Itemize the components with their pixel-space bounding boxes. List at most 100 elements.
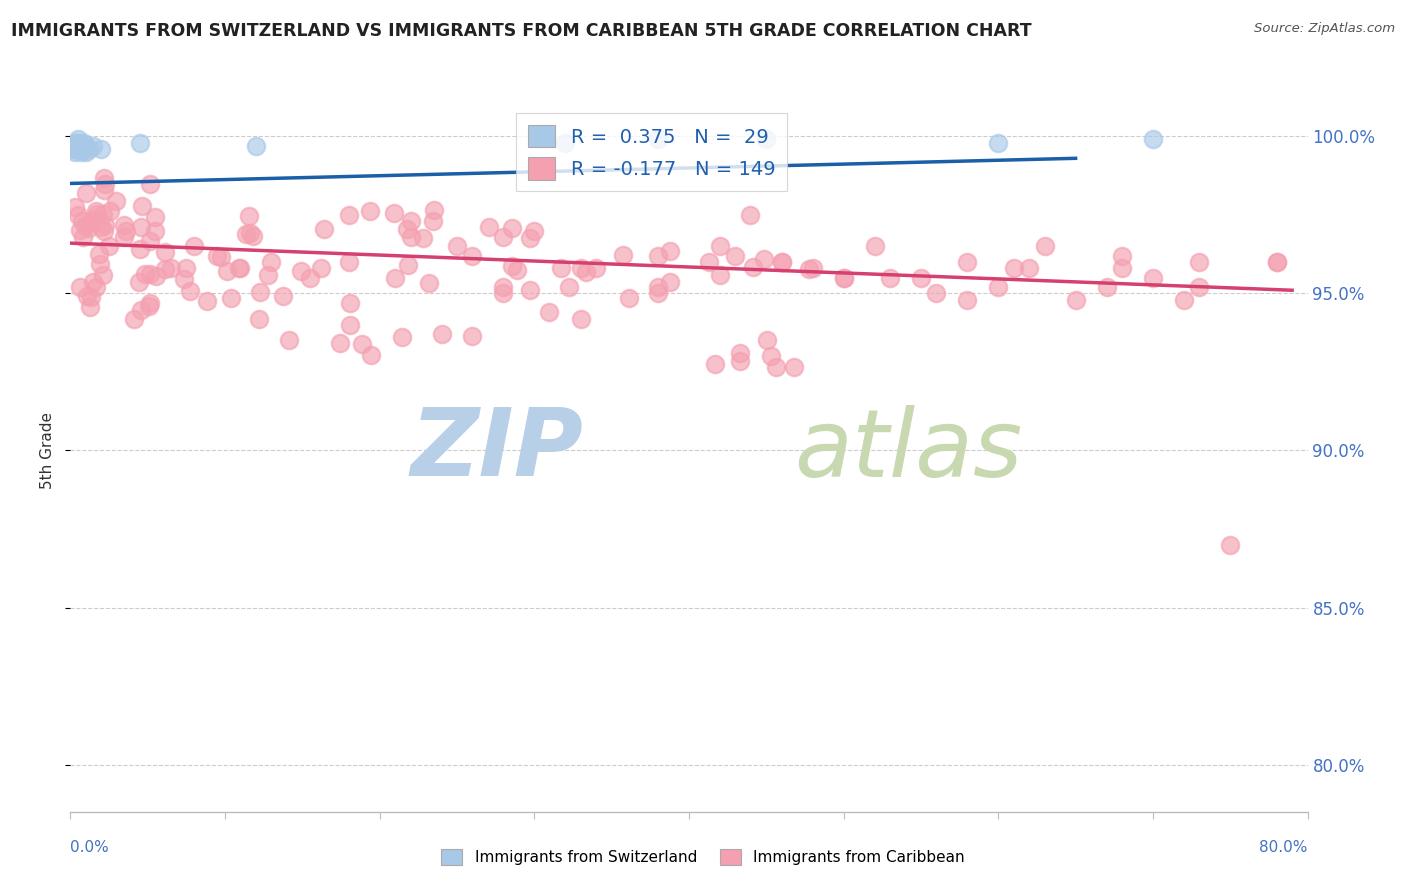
Point xyxy=(956,255,979,269)
Point xyxy=(91,268,114,282)
Point xyxy=(423,202,446,217)
Point xyxy=(70,145,93,159)
Point xyxy=(139,268,162,282)
Text: atlas: atlas xyxy=(794,405,1022,496)
Point xyxy=(1265,255,1288,269)
Point xyxy=(399,230,422,244)
Point xyxy=(360,348,382,362)
Point xyxy=(249,285,271,300)
Point xyxy=(617,291,640,305)
Point xyxy=(738,209,761,223)
Point xyxy=(299,270,322,285)
Point xyxy=(492,280,515,294)
Point xyxy=(879,270,901,285)
Point xyxy=(396,258,419,272)
Point xyxy=(256,268,278,282)
Point xyxy=(659,244,682,258)
Text: Source: ZipAtlas.com: Source: ZipAtlas.com xyxy=(1254,22,1395,36)
Point xyxy=(69,279,91,293)
Point xyxy=(129,302,152,317)
Point xyxy=(1188,280,1211,294)
Point xyxy=(62,138,84,153)
Point xyxy=(832,270,855,285)
Point xyxy=(418,276,440,290)
Point xyxy=(384,270,406,285)
Point xyxy=(987,280,1010,294)
Point xyxy=(492,230,515,244)
Point xyxy=(558,279,581,293)
Point xyxy=(98,239,120,253)
Point xyxy=(863,239,886,253)
Point xyxy=(67,208,90,222)
Point xyxy=(501,221,523,235)
Point xyxy=(461,249,484,263)
Point xyxy=(290,264,312,278)
Point xyxy=(67,132,90,146)
Point xyxy=(339,296,361,310)
Point xyxy=(207,249,229,263)
Point xyxy=(755,132,778,146)
Point xyxy=(697,255,720,269)
Point xyxy=(770,255,793,269)
Point xyxy=(752,252,775,267)
Point xyxy=(70,138,93,153)
Point xyxy=(724,249,747,263)
Point xyxy=(67,136,90,150)
Point xyxy=(195,293,218,308)
Point xyxy=(76,288,98,302)
Point xyxy=(709,268,731,282)
Point xyxy=(238,210,260,224)
Legend: R =  0.375   N =  29, R = -0.177   N = 149: R = 0.375 N = 29, R = -0.177 N = 149 xyxy=(516,113,787,192)
Text: 80.0%: 80.0% xyxy=(1260,840,1308,855)
Point xyxy=(235,227,257,241)
Point xyxy=(756,333,779,347)
Point xyxy=(569,311,592,326)
Point xyxy=(160,261,183,276)
Point xyxy=(124,311,146,326)
Point xyxy=(94,218,117,232)
Point xyxy=(709,239,731,253)
Point xyxy=(1142,270,1164,285)
Point xyxy=(395,221,418,235)
Point xyxy=(339,318,361,332)
Point xyxy=(215,264,238,278)
Point xyxy=(956,293,979,307)
Point xyxy=(647,249,669,263)
Point xyxy=(612,248,634,262)
Point xyxy=(1173,293,1195,307)
Point xyxy=(179,284,201,298)
Text: ZIP: ZIP xyxy=(411,404,583,497)
Point xyxy=(242,229,264,244)
Point xyxy=(93,171,115,186)
Point xyxy=(90,220,112,235)
Point xyxy=(801,261,824,276)
Point xyxy=(65,142,87,156)
Point xyxy=(1033,239,1056,253)
Point xyxy=(506,262,529,277)
Point xyxy=(1111,261,1133,276)
Point xyxy=(219,291,242,305)
Point xyxy=(77,142,100,156)
Point xyxy=(70,213,93,227)
Point xyxy=(128,275,150,289)
Point xyxy=(910,270,932,285)
Point xyxy=(138,299,160,313)
Point xyxy=(797,262,820,277)
Point xyxy=(93,183,115,197)
Point xyxy=(82,214,105,228)
Point xyxy=(69,223,91,237)
Point xyxy=(770,255,793,269)
Point xyxy=(1002,261,1025,276)
Point xyxy=(575,265,598,279)
Point xyxy=(554,136,576,150)
Point xyxy=(925,286,948,301)
Point xyxy=(277,333,299,347)
Point xyxy=(1111,249,1133,263)
Point xyxy=(492,286,515,301)
Point xyxy=(86,207,108,221)
Point xyxy=(129,136,152,150)
Point xyxy=(63,136,86,150)
Point xyxy=(585,261,607,276)
Point xyxy=(538,305,561,319)
Point xyxy=(1188,255,1211,269)
